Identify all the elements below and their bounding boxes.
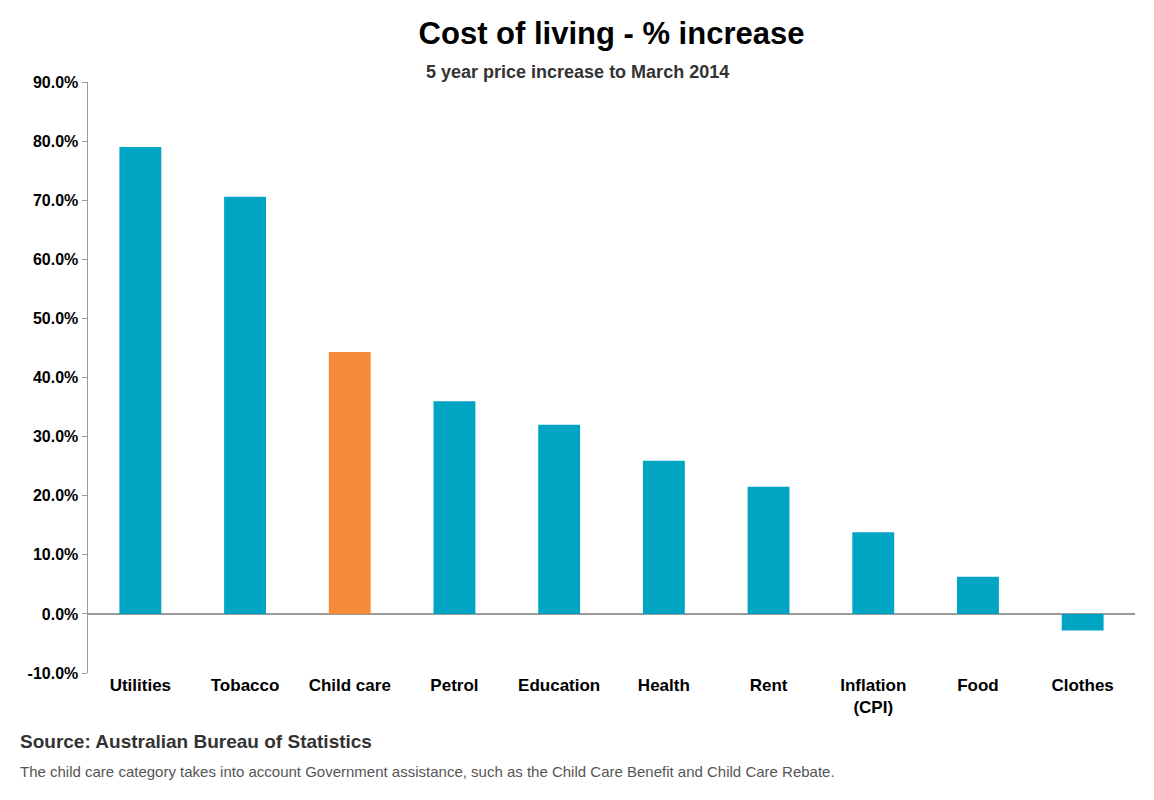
svg-text:10.0%: 10.0% [33,546,78,563]
svg-text:-10.0%: -10.0% [28,665,79,682]
svg-text:Inflation(CPI): Inflation(CPI) [840,676,906,717]
svg-text:Child care: Child care [309,676,391,695]
svg-text:Food: Food [957,676,999,695]
svg-text:Health: Health [638,676,690,695]
svg-text:5 year price increase to March: 5 year price increase to March 2014 [426,62,729,82]
svg-text:Rent: Rent [750,676,788,695]
svg-text:Utilities: Utilities [110,676,171,695]
svg-text:0.0%: 0.0% [42,606,78,623]
svg-text:60.0%: 60.0% [33,251,78,268]
svg-text:Education: Education [518,676,600,695]
svg-text:Tobacco: Tobacco [211,676,280,695]
svg-text:Clothes: Clothes [1051,676,1113,695]
svg-text:40.0%: 40.0% [33,369,78,386]
svg-text:80.0%: 80.0% [33,133,78,150]
svg-text:90.0%: 90.0% [33,74,78,91]
svg-text:70.0%: 70.0% [33,192,78,209]
svg-text:Petrol: Petrol [430,676,478,695]
svg-text:20.0%: 20.0% [33,487,78,504]
svg-text:Cost of living - % increase: Cost of living - % increase [419,16,805,51]
svg-text:Source: Australian Bureau of S: Source: Australian Bureau of Statistics [20,731,372,752]
svg-text:50.0%: 50.0% [33,310,78,327]
svg-text:30.0%: 30.0% [33,428,78,445]
svg-text:The child care category takes: The child care category takes into accou… [20,763,835,780]
